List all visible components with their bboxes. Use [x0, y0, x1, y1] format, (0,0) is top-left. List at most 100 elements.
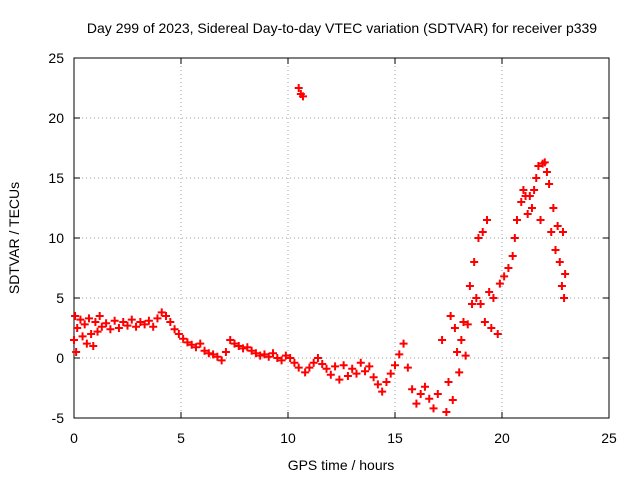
data-point [369, 373, 378, 382]
data-point [558, 228, 567, 236]
x-tick-label: 5 [177, 430, 185, 446]
data-point [339, 361, 348, 370]
y-tick-label: 20 [48, 110, 64, 126]
data-point [416, 390, 425, 398]
data-point [191, 343, 200, 352]
data-point [551, 246, 560, 254]
data-point [247, 346, 256, 355]
data-point [123, 321, 132, 330]
data-point [264, 352, 273, 361]
data-point [149, 322, 158, 331]
data-point [76, 315, 85, 324]
data-point [547, 228, 556, 236]
y-tick-label: -5 [52, 410, 65, 426]
data-point [470, 258, 479, 266]
data-point [234, 342, 243, 350]
data-point [294, 363, 303, 372]
data-point [187, 340, 196, 349]
data-point [318, 360, 327, 368]
data-point [534, 162, 543, 170]
data-point [545, 180, 554, 188]
data-point [487, 324, 496, 332]
data-point [119, 318, 128, 326]
data-point [179, 334, 188, 343]
data-point [365, 362, 374, 371]
data-point [463, 320, 472, 329]
y-axis-label: SDTVAR / TECUs [6, 182, 22, 294]
data-point [530, 186, 539, 194]
data-point [382, 378, 391, 386]
data-point [373, 380, 382, 389]
data-point [442, 408, 451, 416]
data-point [305, 363, 314, 372]
data-point [527, 204, 536, 212]
data-point [557, 282, 566, 290]
y-tick-label: 25 [48, 50, 64, 66]
data-point [519, 186, 528, 194]
data-point [166, 318, 175, 326]
data-point [102, 319, 111, 328]
grid-lines [74, 58, 609, 418]
data-point [455, 368, 464, 377]
data-point [114, 324, 123, 332]
data-point [553, 222, 562, 230]
data-point [70, 336, 78, 344]
x-tick-label: 20 [494, 430, 510, 446]
data-point [352, 369, 361, 378]
data-point [542, 168, 551, 176]
data-point [313, 354, 322, 362]
data-point [433, 390, 442, 398]
data-point [322, 364, 331, 373]
data-point [273, 354, 282, 362]
data-point [459, 318, 468, 326]
chart-title: Day 299 of 2023, Sidereal Day-to-day VTE… [87, 20, 597, 36]
data-point [356, 358, 365, 367]
y-tick-label: 15 [48, 170, 64, 186]
data-point [549, 204, 558, 212]
data-point [93, 327, 102, 336]
data-point [110, 316, 119, 325]
data-point [472, 294, 481, 302]
data-point [95, 312, 104, 320]
data-point [136, 318, 145, 326]
data-point [420, 382, 429, 391]
data-point [326, 370, 335, 379]
data-point [480, 318, 489, 326]
y-tick-label: 0 [56, 350, 64, 366]
data-point [269, 349, 278, 358]
data-point [281, 351, 290, 360]
data-point [301, 368, 310, 377]
data-point [457, 336, 466, 344]
data-point [251, 349, 260, 358]
data-point [461, 351, 470, 360]
data-point [243, 343, 252, 352]
data-point [523, 210, 532, 218]
data-point [290, 358, 299, 367]
data-point [73, 324, 82, 332]
data-point [510, 234, 519, 242]
data-point [474, 234, 483, 242]
data-point [378, 387, 387, 396]
data-point [209, 350, 218, 359]
y-tick-label: 10 [48, 230, 64, 246]
data-point [286, 354, 295, 362]
data-point [213, 352, 222, 361]
data-point [196, 339, 205, 348]
data-point [221, 348, 230, 356]
data-point [106, 325, 115, 334]
data-point [448, 396, 457, 404]
data-point [71, 312, 80, 320]
data-point [438, 336, 447, 344]
data-point [493, 330, 502, 338]
data-point [536, 216, 545, 224]
data-point [309, 358, 318, 367]
y-tick-label: 5 [56, 290, 64, 306]
data-point [517, 198, 526, 206]
data-point [157, 308, 166, 317]
data-point [450, 324, 459, 332]
data-point [395, 350, 404, 359]
data-point [476, 300, 485, 308]
data-point [561, 270, 570, 278]
data-point [386, 369, 395, 378]
